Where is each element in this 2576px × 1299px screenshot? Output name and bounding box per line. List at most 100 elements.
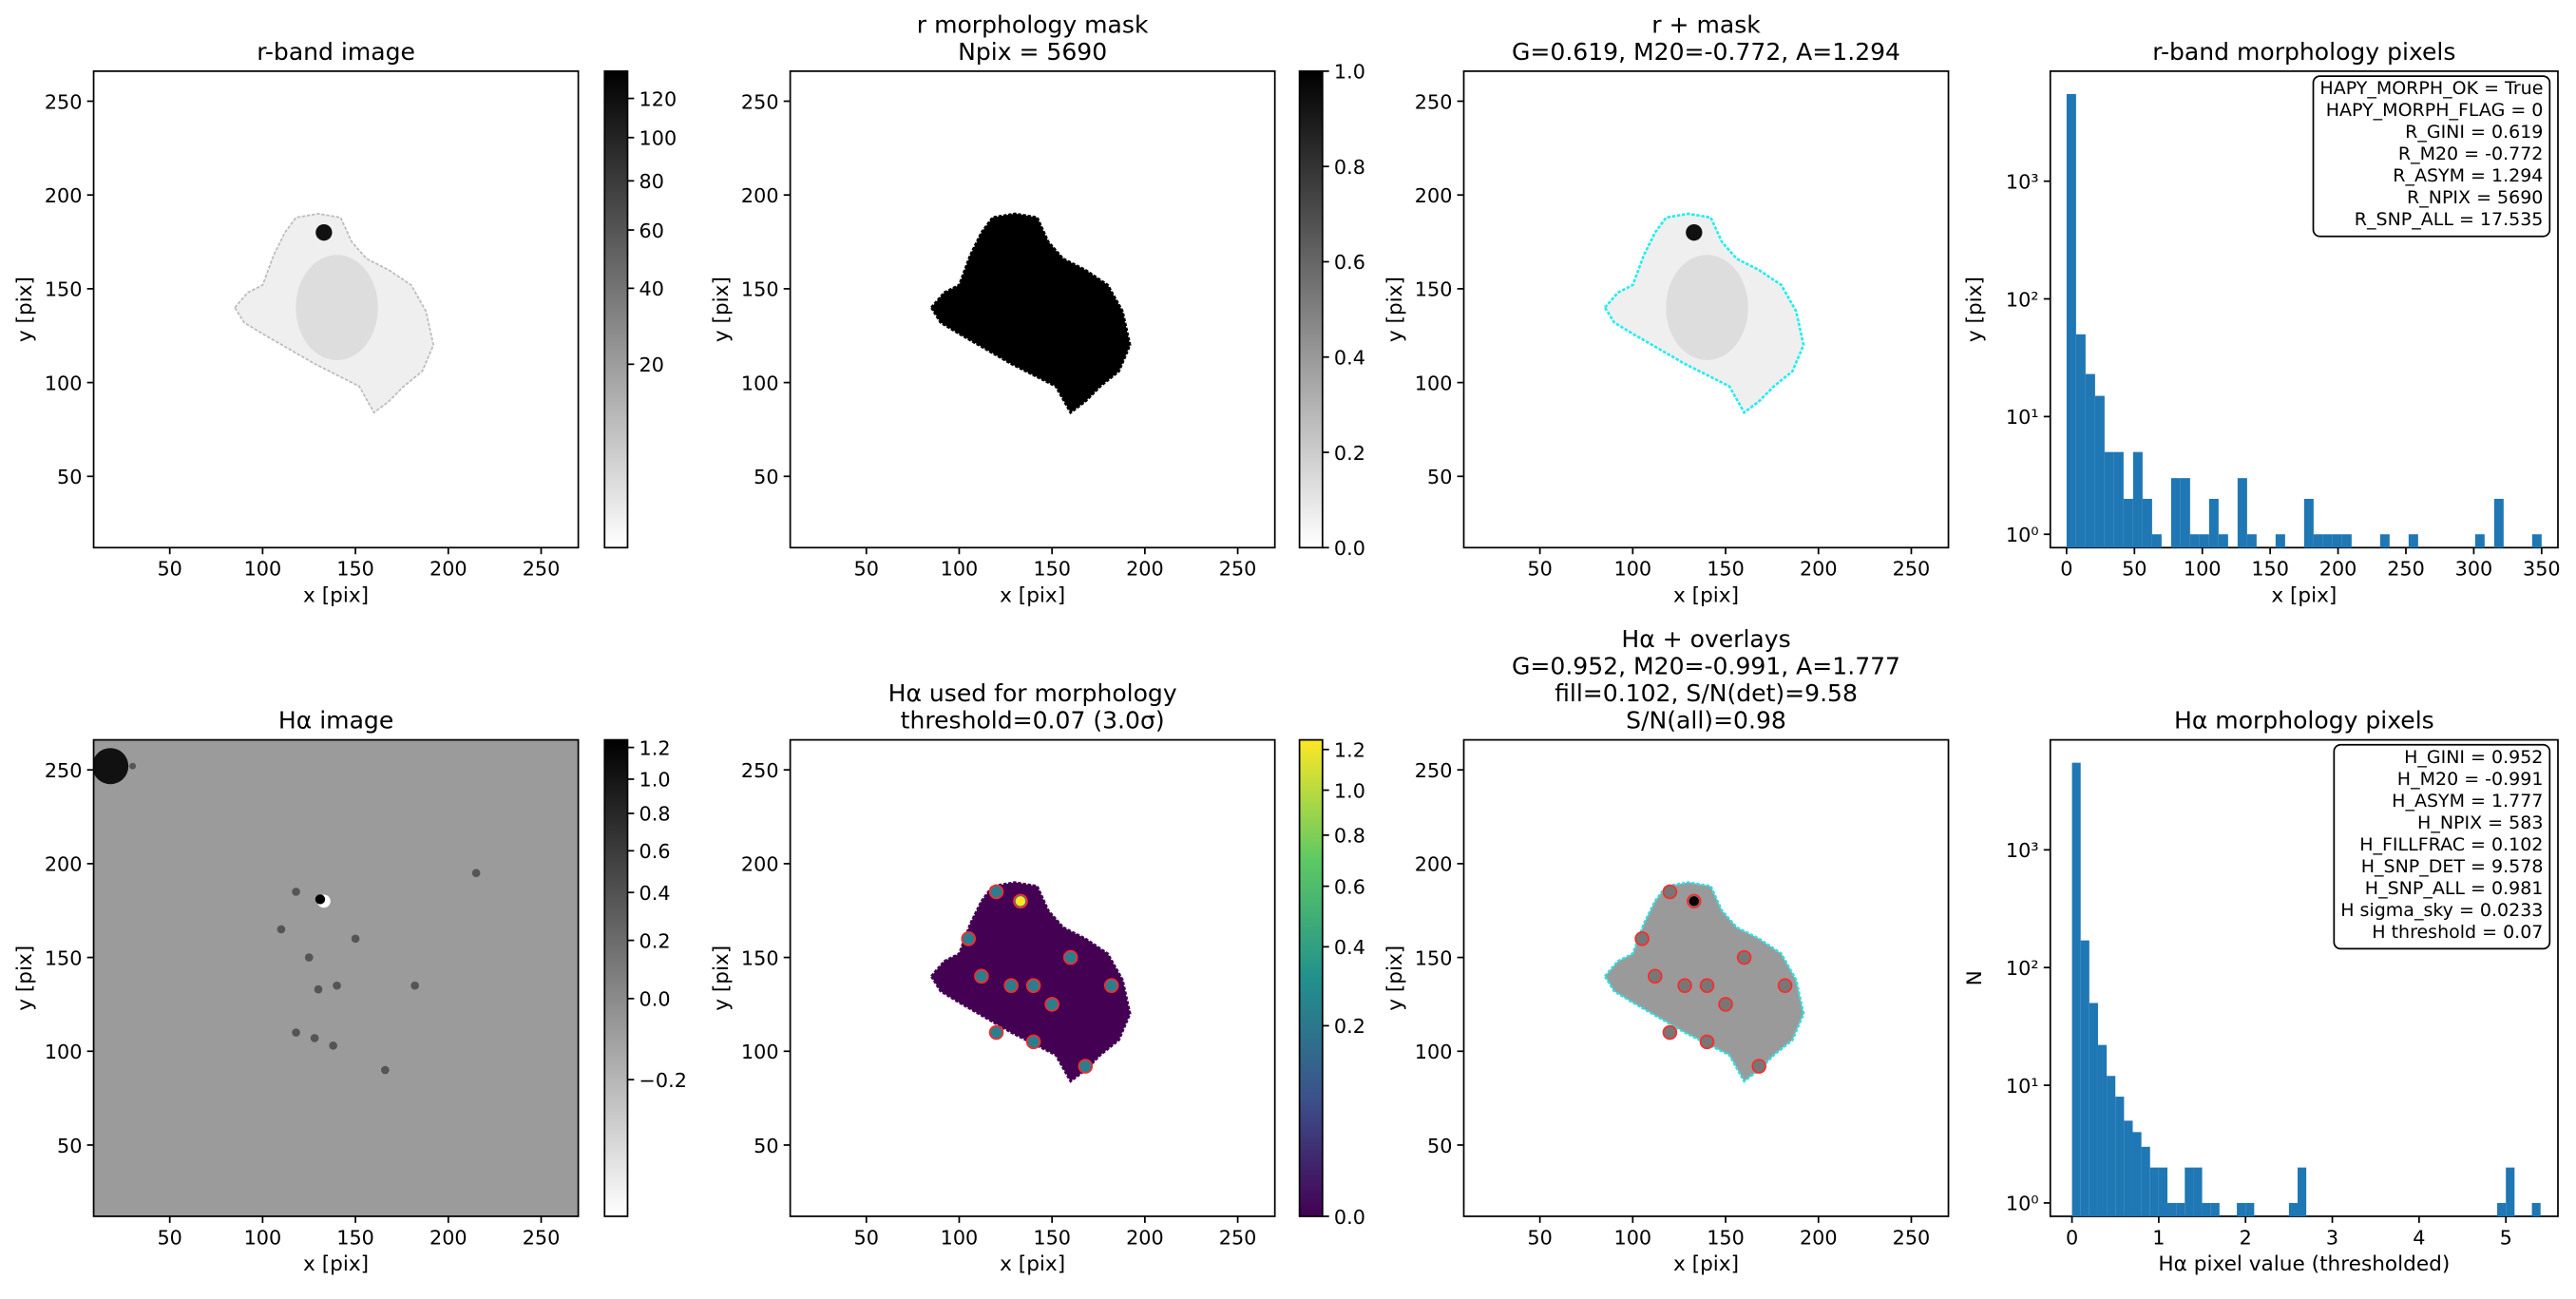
y-tick-label: 150 — [1415, 278, 1453, 301]
bar — [2237, 478, 2247, 548]
y-axis-label: y [pix] — [710, 277, 734, 342]
colorbar-tick-label: 0.8 — [1334, 156, 1365, 179]
y-tick-label: 100 — [741, 1041, 779, 1063]
x-tick-label: 100 — [1614, 558, 1652, 581]
chart-title: G=0.619, M20=-0.772, A=1.294 — [1512, 38, 1900, 66]
annotation: H_FILLFRAC = 0.102 — [2359, 834, 2543, 855]
image-feature — [1015, 896, 1026, 907]
bar — [2199, 534, 2209, 548]
annotation: R_SNP_ALL = 17.535 — [2355, 209, 2544, 230]
colorbar-tick-label: 60 — [639, 220, 664, 242]
y-tick-label: 100 — [45, 1041, 83, 1063]
y-tick-label: 10¹ — [2006, 1075, 2039, 1098]
y-tick-label: 50 — [754, 1135, 778, 1157]
plot-frame — [789, 738, 1276, 1217]
colorbar-tick-label: 1.2 — [1334, 739, 1365, 762]
bar — [2341, 534, 2352, 548]
colorbar-tick-label: 1.2 — [639, 736, 671, 759]
x-tick-label: 100 — [244, 558, 282, 581]
colorbar — [1298, 738, 1324, 1217]
x-tick-label: 200 — [1126, 1226, 1164, 1249]
y-tick-label: 150 — [45, 278, 83, 301]
colorbar-tick-label: 0.6 — [1334, 875, 1365, 898]
y-tick-label: 100 — [1415, 372, 1453, 394]
galaxy-core — [1666, 255, 1748, 360]
bar — [2303, 498, 2314, 548]
image-feature — [1078, 1059, 1094, 1074]
annotation: R_M20 = -0.772 — [2398, 143, 2544, 164]
y-axis-label: y [pix] — [1383, 946, 1407, 1011]
bar — [2237, 1202, 2246, 1216]
bar — [2506, 1167, 2515, 1216]
bar — [2185, 1167, 2194, 1216]
y-tick-label: 50 — [57, 1135, 82, 1157]
bar — [2113, 451, 2124, 548]
colorbar-tick-label: 1.0 — [1334, 779, 1365, 802]
chart-title: Npix = 5690 — [958, 38, 1107, 66]
y-tick-label: 100 — [45, 372, 83, 394]
bar — [2089, 1003, 2098, 1216]
image-feature — [292, 1028, 300, 1037]
image-feature — [310, 1034, 319, 1042]
bar — [2170, 478, 2181, 548]
x-tick-label: 100 — [244, 1226, 282, 1249]
colorbar-tick-label: 0.0 — [1334, 537, 1365, 560]
image-feature — [329, 1041, 337, 1050]
y-tick-label: 150 — [741, 278, 779, 301]
bar — [2167, 1202, 2177, 1216]
annotation: HAPY_MORPH_OK = True — [2319, 78, 2543, 99]
y-tick-label: 10⁰ — [2006, 1193, 2039, 1215]
galaxy-core — [296, 255, 378, 360]
y-axis-label: N — [1963, 970, 1987, 985]
colorbar-tick-label: 0.2 — [1334, 442, 1365, 465]
x-axis-label: x [pix] — [303, 583, 369, 607]
y-tick-label: 50 — [1427, 466, 1452, 488]
x-tick-label: 1 — [2152, 1226, 2165, 1249]
x-tick-label: 150 — [1033, 1226, 1071, 1249]
x-tick-label: 3 — [2326, 1226, 2338, 1249]
image-feature — [1662, 1024, 1678, 1041]
image-feature — [1689, 896, 1700, 907]
panel: 50 100 150 200 250 50 100 150 200 250 x [pix] y [pi… — [1383, 10, 1950, 607]
colorbar-tick-label: 100 — [639, 127, 677, 150]
bar — [2132, 451, 2143, 548]
image-feature — [292, 888, 300, 896]
image-feature — [1718, 997, 1733, 1012]
annotation: H_GINI = 0.952 — [2404, 747, 2543, 768]
x-tick-label: 100 — [941, 558, 979, 581]
x-tick-label: 150 — [2251, 558, 2289, 581]
mask — [929, 212, 1132, 415]
chart-title: G=0.952, M20=-0.991, A=1.777 — [1512, 652, 1900, 679]
bar — [2531, 1202, 2541, 1216]
y-tick-label: 200 — [45, 853, 83, 876]
x-tick-label: 150 — [336, 558, 374, 581]
image-content — [233, 213, 435, 414]
annotation: HAPY_MORPH_FLAG = 0 — [2326, 100, 2544, 121]
image-feature — [1662, 884, 1678, 900]
colorbar — [603, 70, 629, 549]
x-tick-label: 50 — [2122, 558, 2147, 581]
bar — [2151, 534, 2162, 548]
y-tick-label: 250 — [1415, 90, 1453, 113]
panel: 50 100 150 200 250 50 100 150 200 250 x [pix] y [pi… — [13, 706, 687, 1276]
y-tick-label: 10² — [2006, 288, 2039, 311]
image-feature — [1003, 978, 1019, 993]
y-tick-label: 50 — [754, 466, 778, 488]
y-tick-label: 200 — [741, 184, 779, 207]
panel: 50 100 150 200 250 50 100 150 200 250 x [pix] y [pi… — [710, 10, 1365, 607]
colorbar-tick-label: 0.6 — [1334, 251, 1365, 274]
bar — [2066, 93, 2076, 548]
colorbar-tick-label: 0.0 — [1334, 1206, 1365, 1229]
colorbar-tick-label: 40 — [639, 277, 664, 300]
panel: 50 100 150 200 250 50 100 150 200 250 x [pix] y [pi… — [1383, 625, 1950, 1276]
x-axis-label: x [pix] — [1000, 583, 1065, 607]
y-tick-label: 150 — [45, 946, 83, 969]
panel: 50 100 150 200 250 50 100 150 200 250 x [pix] y [pi… — [710, 679, 1365, 1276]
bar — [2094, 395, 2105, 548]
image-feature — [93, 748, 129, 785]
y-axis-label: y [pix] — [13, 277, 37, 342]
bar — [2107, 1076, 2116, 1216]
colorbar-tick-label: 120 — [639, 87, 677, 110]
